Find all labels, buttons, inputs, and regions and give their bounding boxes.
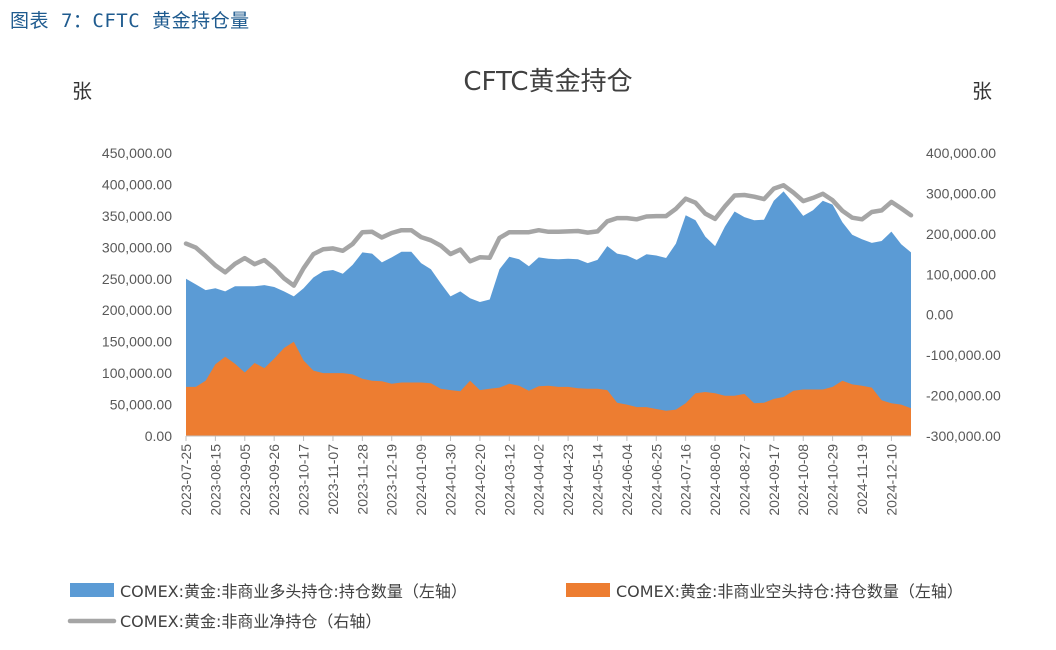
left-tick-label: 50,000.00 xyxy=(110,397,172,413)
legend-swatch-1 xyxy=(566,583,610,597)
x-tick-label: 2024-02-20 xyxy=(472,444,488,516)
x-tick-label: 2024-12-10 xyxy=(883,444,899,516)
x-tick-label: 2024-06-04 xyxy=(619,444,635,516)
x-tick-label: 2024-10-29 xyxy=(825,444,841,516)
x-tick-label: 2024-06-25 xyxy=(648,444,664,516)
x-tick-label: 2024-07-16 xyxy=(678,444,694,516)
series-line-2 xyxy=(183,183,914,288)
x-tick-label: 2023-08-15 xyxy=(207,444,223,516)
left-tick-label: 0.00 xyxy=(145,428,172,444)
series-area-1 xyxy=(186,341,911,436)
x-tick-label: 2024-08-27 xyxy=(736,444,752,516)
left-tick-label: 300,000.00 xyxy=(102,239,172,255)
x-tick-label: 2024-03-12 xyxy=(501,444,517,516)
right-tick-label: -100,000.00 xyxy=(926,347,1001,363)
x-tick-label: 2024-04-02 xyxy=(531,444,547,516)
left-tick-label: 200,000.00 xyxy=(102,302,172,318)
right-tick-label: -300,000.00 xyxy=(926,428,1001,444)
right-tick-label: 0.00 xyxy=(926,307,953,323)
legend-label-2: COMEX:黄金:非商业净持仓（右轴） xyxy=(120,612,381,631)
right-tick-label: 200,000.00 xyxy=(926,226,996,242)
x-tick-label: 2024-04-23 xyxy=(560,444,576,516)
legend-label-0: COMEX:黄金:非商业多头持仓:持仓数量（左轴） xyxy=(120,582,467,601)
left-tick-label: 400,000.00 xyxy=(102,176,172,192)
x-tick-label: 2024-10-08 xyxy=(795,444,811,516)
x-tick-label: 2023-09-05 xyxy=(237,444,253,516)
x-tick-label: 2024-05-14 xyxy=(590,444,606,516)
x-tick-label: 2024-09-17 xyxy=(766,444,782,516)
right-tick-label: 300,000.00 xyxy=(926,185,996,201)
legend-label-1: COMEX:黄金:非商业空头持仓:持仓数量（左轴） xyxy=(616,582,963,601)
left-tick-label: 250,000.00 xyxy=(102,271,172,287)
left-tick-label: 350,000.00 xyxy=(102,208,172,224)
left-axis-unit: 张 xyxy=(72,79,92,103)
left-tick-label: 450,000.00 xyxy=(102,145,172,161)
left-tick-label: 150,000.00 xyxy=(102,334,172,350)
right-tick-label: -200,000.00 xyxy=(926,388,1001,404)
x-tick-label: 2023-07-25 xyxy=(178,444,194,516)
x-tick-label: 2023-09-26 xyxy=(266,444,282,516)
x-tick-label: 2024-01-09 xyxy=(413,444,429,516)
chart-title: CFTC黄金持仓 xyxy=(463,67,632,97)
x-tick-label: 2024-11-19 xyxy=(854,444,870,515)
x-tick-label: 2024-01-30 xyxy=(443,444,459,516)
series-layer xyxy=(183,183,914,436)
left-tick-label: 100,000.00 xyxy=(102,365,172,381)
series-area-0 xyxy=(186,191,911,436)
figure-caption: 图表 7：CFTC 黄金持仓量 xyxy=(10,10,250,32)
right-tick-label: 100,000.00 xyxy=(926,266,996,282)
x-tick-label: 2024-08-06 xyxy=(707,444,723,516)
right-tick-label: 400,000.00 xyxy=(926,145,996,161)
axis-layer: 0.00 50,000.00 100,000.00 150,000.00 200,000… xyxy=(102,145,1001,516)
x-tick-label: 2023-11-28 xyxy=(354,444,370,515)
legend-swatch-0 xyxy=(70,583,114,597)
x-tick-label: 2023-10-17 xyxy=(296,444,312,516)
x-tick-label: 2023-12-19 xyxy=(384,444,400,516)
right-axis-unit: 张 xyxy=(972,79,992,103)
x-tick-label: 2023-11-07 xyxy=(325,444,341,515)
legend: COMEX:黄金:非商业多头持仓:持仓数量（左轴） COMEX:黄金:非商业空头持… xyxy=(67,582,963,631)
